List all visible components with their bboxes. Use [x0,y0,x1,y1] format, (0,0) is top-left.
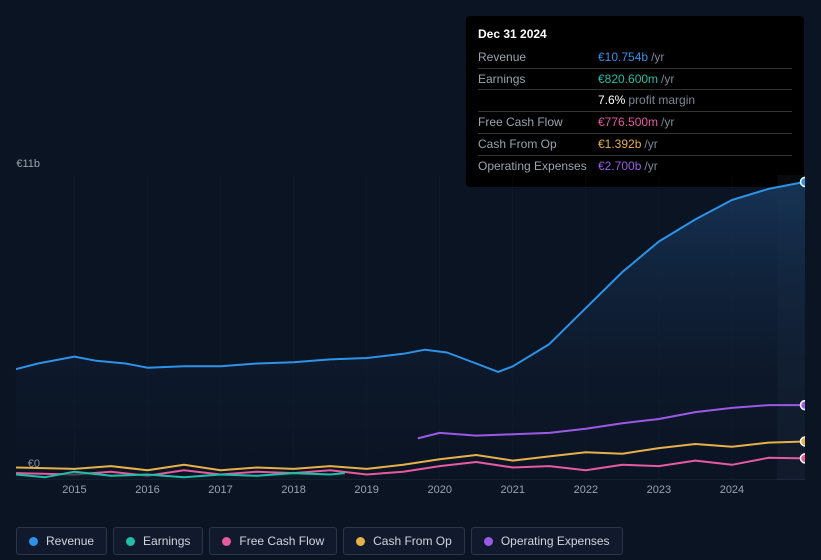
legend-swatch-icon [126,537,135,546]
x-tick: 2021 [501,484,525,496]
tooltip-row-label: Free Cash Flow [478,114,598,131]
tooltip-row-label: Earnings [478,71,598,88]
legend-swatch-icon [29,537,38,546]
legend-item-operating_expenses[interactable]: Operating Expenses [471,527,623,555]
legend-label: Revenue [46,534,94,548]
tooltip-date: Dec 31 2024 [478,26,792,43]
tooltip-row-label: Revenue [478,49,598,66]
x-tick: 2024 [720,484,744,496]
tooltip-row-value: €776.500m/yr [598,114,674,131]
legend-label: Free Cash Flow [239,534,324,548]
tooltip-row-value: 7.6%profit margin [598,92,695,109]
x-tick: 2017 [208,484,232,496]
tooltip-row-label [478,92,598,109]
tooltip-row: Earnings€820.600m/yr [478,68,792,90]
legend: Revenue Earnings Free Cash Flow Cash From O… [16,527,623,555]
x-tick: 2020 [427,484,451,496]
legend-item-free_cash_flow[interactable]: Free Cash Flow [209,527,337,555]
legend-item-cash_from_op[interactable]: Cash From Op [343,527,465,555]
tooltip-row: Revenue€10.754b/yr [478,47,792,68]
legend-item-earnings[interactable]: Earnings [113,527,203,555]
x-tick: 2023 [647,484,671,496]
y-axis-max: €11b [0,158,40,170]
series-marker-operating_expenses[interactable] [801,401,806,410]
legend-item-revenue[interactable]: Revenue [16,527,107,555]
legend-swatch-icon [484,537,493,546]
tooltip-rows: Revenue€10.754b/yrEarnings€820.600m/yr7.… [478,47,792,177]
legend-label: Operating Expenses [501,534,610,548]
legend-label: Earnings [143,534,190,548]
x-tick: 2015 [62,484,86,496]
legend-swatch-icon [356,537,365,546]
legend-swatch-icon [222,537,231,546]
series-area-revenue [16,182,805,480]
x-tick: 2019 [354,484,378,496]
tooltip-row: Free Cash Flow€776.500m/yr [478,111,792,133]
tooltip-row-label: Cash From Op [478,136,598,153]
tooltip-row: 7.6%profit margin [478,89,792,111]
tooltip-row: Cash From Op€1.392b/yr [478,133,792,155]
tooltip-row-value: €820.600m/yr [598,71,674,88]
tooltip-row-value: €1.392b/yr [598,136,658,153]
tooltip-row-value: €10.754b/yr [598,49,664,66]
chart-plot[interactable] [16,175,805,480]
x-tick: 2022 [574,484,598,496]
legend-label: Cash From Op [373,534,452,548]
series-marker-free_cash_flow[interactable] [801,454,806,463]
x-tick: 2018 [281,484,305,496]
x-axis: 2015 2016 2017 2018 2019 2020 2021 2022 2023 2024 [16,484,805,502]
x-tick: 2016 [135,484,159,496]
series-marker-revenue[interactable] [801,177,806,186]
series-marker-cash_from_op[interactable] [801,437,806,446]
financials-chart: €11b €0 20152016201720182019202020212022… [0,160,821,510]
